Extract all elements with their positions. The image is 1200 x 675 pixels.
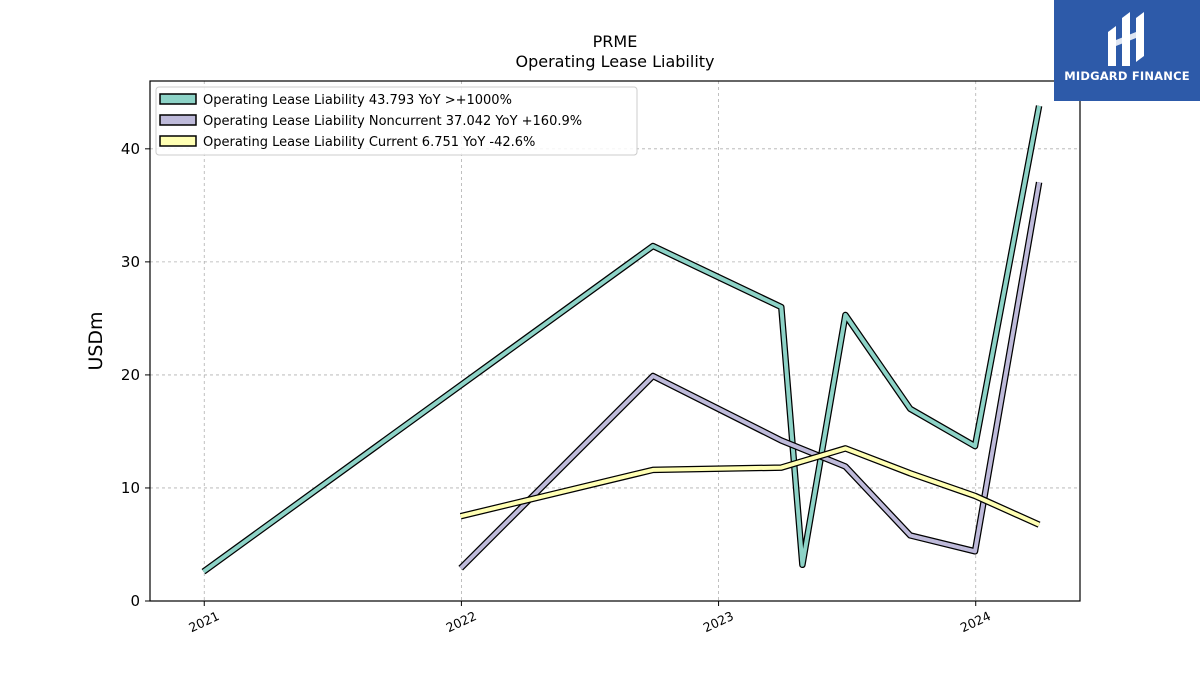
chart-subtitle: Operating Lease Liability xyxy=(515,52,714,71)
series-3 xyxy=(459,445,1041,528)
brand-name: MIDGARD FINANCE xyxy=(1064,69,1190,83)
legend-label: Operating Lease Liability 43.793 YoY >+1… xyxy=(203,93,512,108)
brand-mark-icon xyxy=(1108,12,1144,66)
legend-frame xyxy=(155,86,638,156)
legend-swatch xyxy=(159,93,197,105)
y-tick-label: 40 xyxy=(121,140,140,158)
x-tick-label: 2021 xyxy=(186,608,221,635)
x-tick-label: 2024 xyxy=(958,608,993,635)
series-line-outline xyxy=(201,105,1043,575)
series-line xyxy=(460,446,1040,527)
brand-logo: MIDGARD FINANCE xyxy=(1054,0,1200,101)
legend: Operating Lease Liability 43.793 YoY >+1… xyxy=(155,86,638,156)
y-tick-label: 0 xyxy=(130,592,140,610)
y-tick-label: 30 xyxy=(121,253,140,271)
y-axis-label: USDm xyxy=(85,311,107,370)
x-ticks: 2021 2022 2023 2024 xyxy=(186,601,993,635)
legend-label: Operating Lease Liability Noncurrent 37.… xyxy=(203,114,582,129)
y-tick-label: 10 xyxy=(121,479,140,497)
legend-swatch xyxy=(159,135,197,147)
chart-title: PRME xyxy=(593,32,638,51)
legend-label: Operating Lease Liability Current 6.751 … xyxy=(203,135,535,150)
legend-swatch xyxy=(159,114,197,126)
x-tick-label: 2023 xyxy=(701,608,736,635)
series-line xyxy=(202,105,1042,574)
series-1 xyxy=(201,105,1043,575)
y-tick-label: 20 xyxy=(121,366,140,384)
series-2 xyxy=(458,181,1043,571)
x-tick-label: 2022 xyxy=(444,608,479,635)
y-ticks: 0 10 20 30 40 xyxy=(121,140,150,610)
grid xyxy=(150,81,1080,601)
plot-frame xyxy=(149,80,1081,602)
series-lines xyxy=(201,105,1043,575)
